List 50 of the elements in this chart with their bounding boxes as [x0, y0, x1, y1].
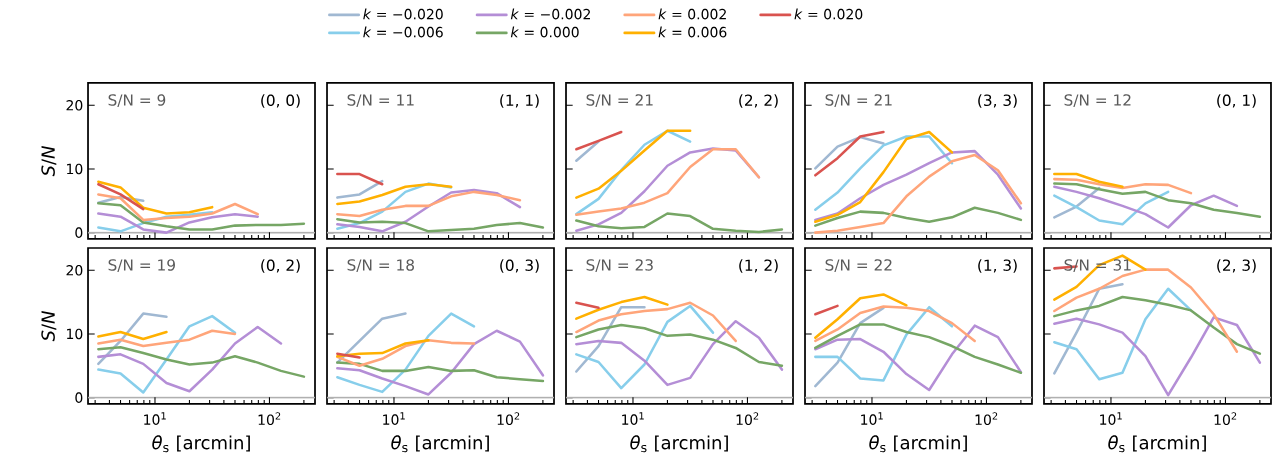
annotation: (1, 2) [739, 259, 778, 273]
y-tick-label: 0 [75, 227, 83, 238]
y-tick-label: 20 [66, 264, 83, 276]
x-tick-label: 10$^{2}$ [497, 412, 520, 426]
annotation: (0, 3) [500, 259, 539, 273]
annotation: (3, 3) [978, 94, 1017, 108]
y-axis-title: S/N [41, 145, 57, 177]
legend-label: k = 0.002 [658, 8, 726, 20]
x-tick-label: 10$^{2}$ [975, 412, 998, 426]
annotation: (1, 3) [978, 259, 1017, 273]
x-axis-title: θ$_{s}$ [arcmin] [391, 435, 489, 453]
annotation: S/N = 19 [108, 259, 175, 272]
x-tick-label: 10$^{2}$ [258, 412, 281, 426]
legend-label: k = 0.020 [794, 8, 863, 20]
x-tick-label: 10$^{2}$ [736, 412, 759, 426]
legend-label: k = −0.006 [363, 26, 443, 38]
annotation: (2, 3) [1217, 259, 1256, 273]
x-tick-label: 10$^{1}$ [1100, 412, 1122, 425]
annotation: S/N = 9 [108, 94, 166, 107]
legend-label: k = 0.006 [658, 26, 727, 38]
annotation: S/N = 23 [586, 259, 653, 272]
x-tick-label: 10$^{1}$ [144, 412, 166, 425]
annotation: S/N = 18 [347, 259, 414, 272]
annotation: (1, 1) [500, 94, 539, 108]
y-tick-label: 10 [67, 163, 83, 175]
legend-label: k = −0.002 [510, 8, 590, 20]
annotation: (0, 0) [261, 94, 300, 108]
y-tick-label: 20 [66, 99, 83, 111]
x-axis-title: θ$_{s}$ [arcmin] [630, 435, 728, 453]
x-tick-label: 10$^{1}$ [622, 412, 644, 425]
x-axis-title: θ$_{s}$ [arcmin] [869, 435, 967, 453]
y-axis-title: S/N [41, 310, 57, 342]
annotation: S/N = 11 [347, 94, 414, 107]
legend-label: k = −0.020 [363, 8, 443, 20]
y-tick-label: 10 [67, 328, 83, 340]
x-tick-label: 10$^{1}$ [383, 412, 405, 425]
x-axis-title: θ$_{s}$ [arcmin] [152, 435, 250, 453]
annotation: S/N = 21 [586, 94, 653, 107]
annotation: S/N = 21 [825, 94, 892, 107]
x-tick-label: 10$^{1}$ [861, 412, 883, 425]
x-axis-title: θ$_{s}$ [arcmin] [1108, 435, 1206, 453]
x-tick-label: 10$^{2}$ [1214, 412, 1237, 426]
annotation: S/N = 12 [1064, 94, 1131, 107]
annotation: (0, 1) [1217, 94, 1256, 108]
annotation: (2, 2) [739, 94, 778, 108]
annotation: S/N = 31 [1064, 259, 1131, 272]
annotation: (0, 2) [261, 259, 300, 273]
legend-label: k = 0.000 [510, 26, 579, 38]
annotation: S/N = 22 [825, 259, 892, 272]
y-tick-label: 0 [75, 392, 83, 403]
